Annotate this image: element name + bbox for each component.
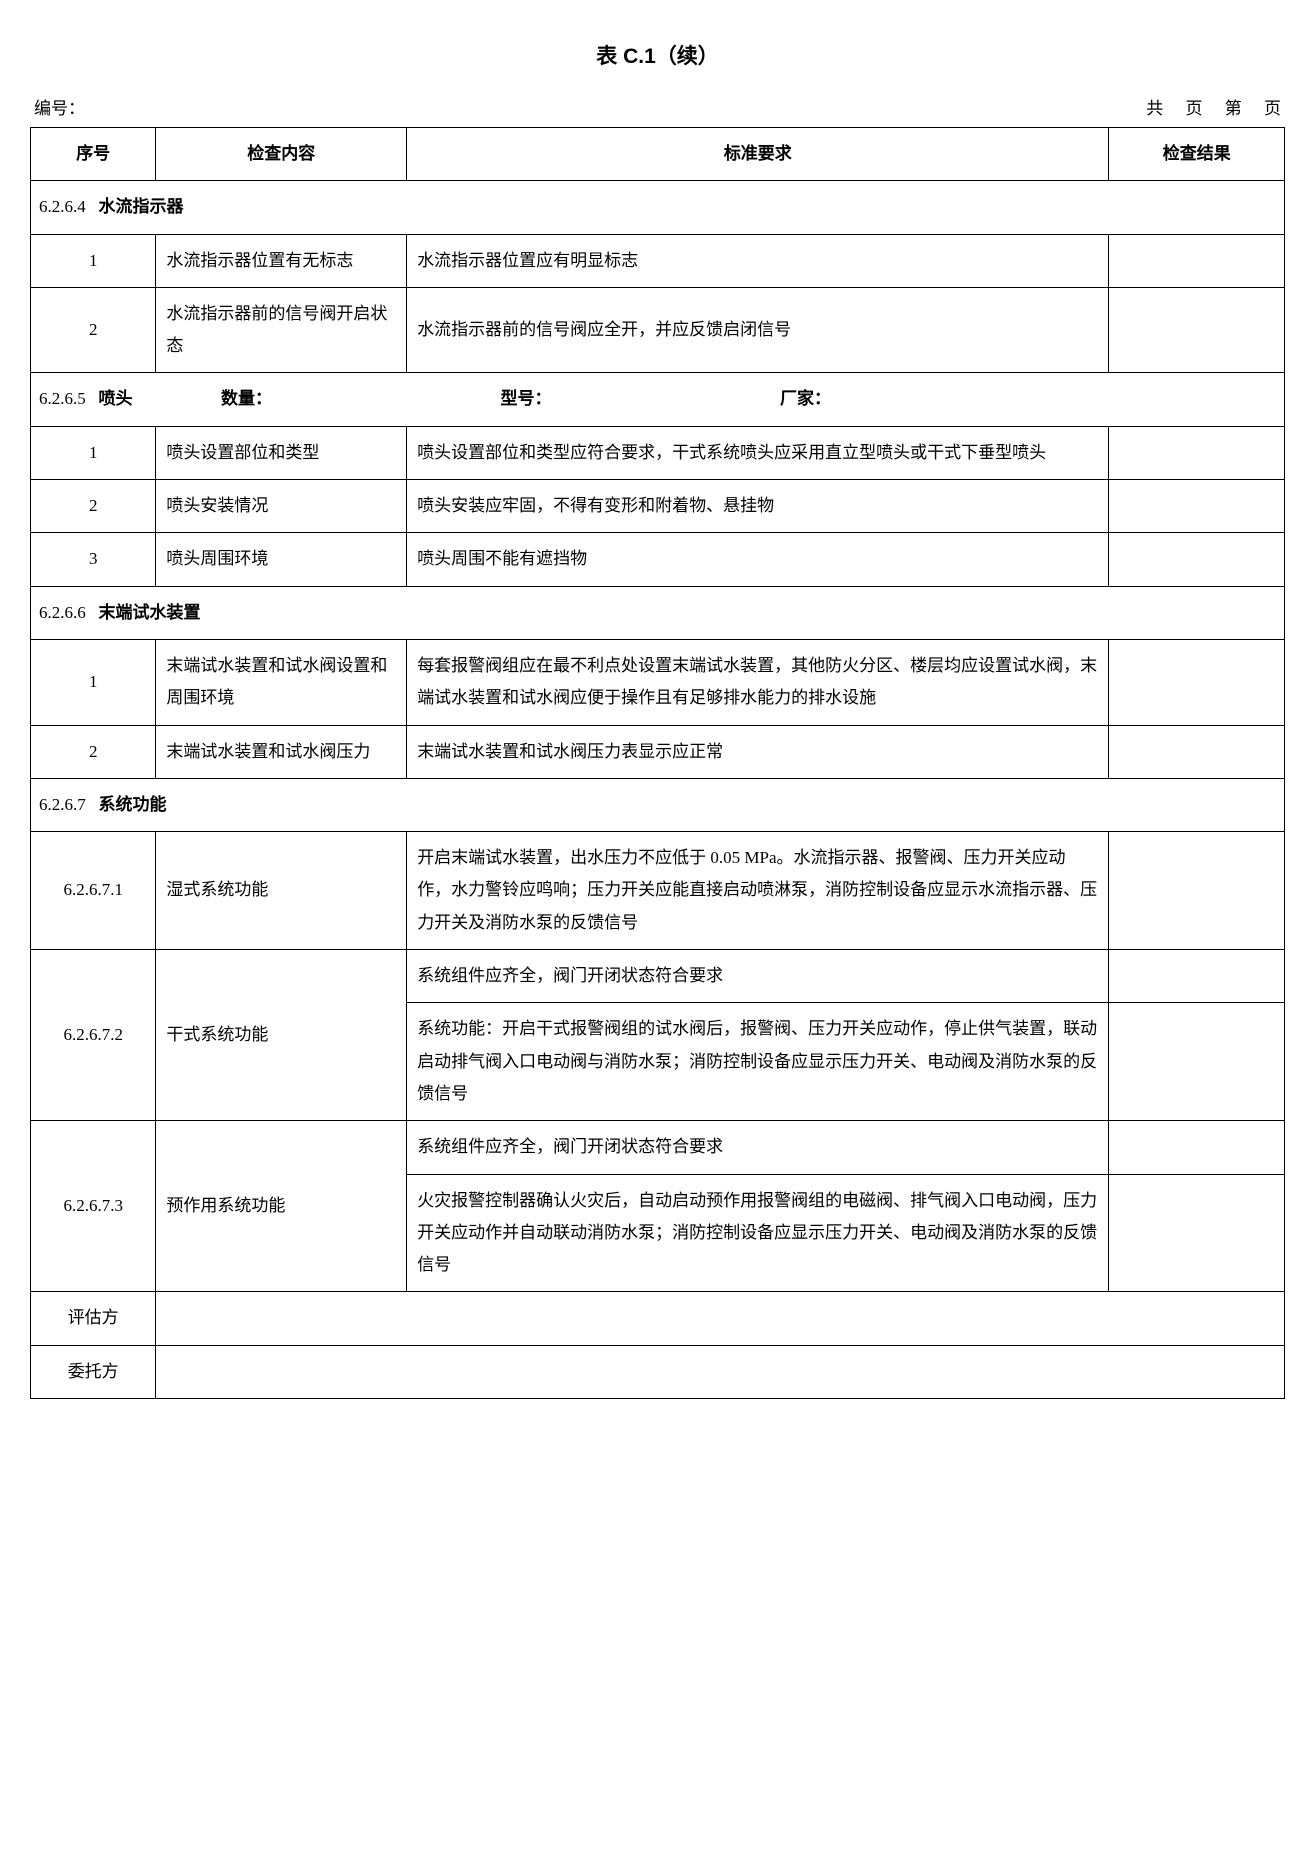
- row-result[interactable]: [1109, 426, 1285, 479]
- sec-code: 6.2.6.7: [39, 795, 86, 814]
- col-result: 检查结果: [1109, 128, 1285, 181]
- row-content: 水流指示器前的信号阀开启状态: [156, 287, 407, 373]
- table-row: 6.2.6.7.3 预作用系统功能 系统组件应齐全，阀门开闭状态符合要求: [31, 1121, 1285, 1174]
- sec-code: 6.2.6.4: [39, 197, 86, 216]
- table-row: 3 喷头周围环境 喷头周围不能有遮挡物: [31, 533, 1285, 586]
- row-req: 水流指示器位置应有明显标志: [407, 234, 1109, 287]
- row-content: 喷头设置部位和类型: [156, 426, 407, 479]
- table-row: 2 喷头安装情况 喷头安装应牢固，不得有变形和附着物、悬挂物: [31, 480, 1285, 533]
- di: 第: [1225, 99, 1242, 118]
- row-req: 每套报警阀组应在最不利点处设置末端试水装置，其他防火分区、楼层均应设置试水阀，末…: [407, 639, 1109, 725]
- footer-client-row: 委托方: [31, 1345, 1285, 1398]
- sec-code: 6.2.6.5: [39, 389, 86, 408]
- section-6267: 6.2.6.7 系统功能: [31, 778, 1285, 831]
- row-content: 水流指示器位置有无标志: [156, 234, 407, 287]
- row-content: 喷头周围环境: [156, 533, 407, 586]
- row-result[interactable]: [1109, 1121, 1285, 1174]
- ye1: 页: [1186, 99, 1203, 118]
- row-num: 2: [31, 480, 156, 533]
- row-content: 湿式系统功能: [156, 832, 407, 950]
- table-row: 1 水流指示器位置有无标志 水流指示器位置应有明显标志: [31, 234, 1285, 287]
- row-num: 6.2.6.7.2: [31, 950, 156, 1121]
- row-result[interactable]: [1109, 234, 1285, 287]
- table-row: 2 水流指示器前的信号阀开启状态 水流指示器前的信号阀应全开，并应反馈启闭信号: [31, 287, 1285, 373]
- sec-title: 系统功能: [99, 795, 167, 814]
- sec-title: 水流指示器: [99, 197, 184, 216]
- sec-title: 末端试水装置: [99, 603, 201, 622]
- table-row: 1 末端试水装置和试水阀设置和周围环境 每套报警阀组应在最不利点处设置末端试水装…: [31, 639, 1285, 725]
- row-content: 预作用系统功能: [156, 1121, 407, 1292]
- row-req: 喷头安装应牢固，不得有变形和附着物、悬挂物: [407, 480, 1109, 533]
- row-req: 末端试水装置和试水阀压力表显示应正常: [407, 725, 1109, 778]
- row-num: 2: [31, 287, 156, 373]
- row-result[interactable]: [1109, 950, 1285, 1003]
- table-row: 2 末端试水装置和试水阀压力 末端试水装置和试水阀压力表显示应正常: [31, 725, 1285, 778]
- row-num: 2: [31, 725, 156, 778]
- row-req: 系统组件应齐全，阀门开闭状态符合要求: [407, 1121, 1109, 1174]
- row-req: 系统组件应齐全，阀门开闭状态符合要求: [407, 950, 1109, 1003]
- section-6265: 6.2.6.5 喷头 数量： 型号： 厂家：: [31, 373, 1285, 426]
- header-row: 序号 检查内容 标准要求 检查结果: [31, 128, 1285, 181]
- sec-qty: 数量：: [221, 383, 272, 415]
- table-row: 1 喷头设置部位和类型 喷头设置部位和类型应符合要求，干式系统喷头应采用直立型喷…: [31, 426, 1285, 479]
- sec-maker: 厂家：: [780, 383, 831, 415]
- row-result[interactable]: [1109, 832, 1285, 950]
- eval-value[interactable]: [156, 1292, 1285, 1345]
- row-num: 6.2.6.7.3: [31, 1121, 156, 1292]
- section-6266: 6.2.6.6 末端试水装置: [31, 586, 1285, 639]
- row-req: 系统功能：开启干式报警阀组的试水阀后，报警阀、压力开关应动作，停止供气装置，联动…: [407, 1003, 1109, 1121]
- col-content: 检查内容: [156, 128, 407, 181]
- serial-label: 编号：: [34, 94, 85, 119]
- eval-label: 评估方: [31, 1292, 156, 1345]
- row-content: 末端试水装置和试水阀设置和周围环境: [156, 639, 407, 725]
- row-req: 喷头设置部位和类型应符合要求，干式系统喷头应采用直立型喷头或干式下垂型喷头: [407, 426, 1109, 479]
- row-content: 干式系统功能: [156, 950, 407, 1121]
- row-req: 开启末端试水装置，出水压力不应低于 0.05 MPa。水流指示器、报警阀、压力开…: [407, 832, 1109, 950]
- header-line: 编号： 共 页 第 页: [30, 94, 1285, 119]
- footer-eval-row: 评估方: [31, 1292, 1285, 1345]
- section-6264: 6.2.6.4 水流指示器: [31, 181, 1285, 234]
- client-label: 委托方: [31, 1345, 156, 1398]
- row-result[interactable]: [1109, 480, 1285, 533]
- row-result[interactable]: [1109, 1174, 1285, 1292]
- col-num: 序号: [31, 128, 156, 181]
- table-row: 6.2.6.7.1 湿式系统功能 开启末端试水装置，出水压力不应低于 0.05 …: [31, 832, 1285, 950]
- sec-title: 喷头: [99, 383, 133, 415]
- row-result[interactable]: [1109, 725, 1285, 778]
- row-result[interactable]: [1109, 1003, 1285, 1121]
- table-row: 6.2.6.7.2 干式系统功能 系统组件应齐全，阀门开闭状态符合要求: [31, 950, 1285, 1003]
- row-num: 1: [31, 639, 156, 725]
- inspection-table: 序号 检查内容 标准要求 检查结果 6.2.6.4 水流指示器 1 水流指示器位…: [30, 127, 1285, 1399]
- col-req: 标准要求: [407, 128, 1109, 181]
- row-result[interactable]: [1109, 533, 1285, 586]
- sec-code: 6.2.6.6: [39, 603, 86, 622]
- page-title: 表 C.1（续）: [30, 40, 1285, 70]
- sec-model: 型号：: [501, 383, 552, 415]
- row-result[interactable]: [1109, 287, 1285, 373]
- ye2: 页: [1264, 99, 1281, 118]
- row-req: 火灾报警控制器确认火灾后，自动启动预作用报警阀组的电磁阀、排气阀入口电动阀，压力…: [407, 1174, 1109, 1292]
- page-count: 共 页 第 页: [1128, 94, 1281, 119]
- row-result[interactable]: [1109, 639, 1285, 725]
- row-content: 喷头安装情况: [156, 480, 407, 533]
- row-num: 1: [31, 234, 156, 287]
- row-num: 3: [31, 533, 156, 586]
- row-num: 1: [31, 426, 156, 479]
- row-num: 6.2.6.7.1: [31, 832, 156, 950]
- client-value[interactable]: [156, 1345, 1285, 1398]
- gong: 共: [1146, 99, 1163, 118]
- row-content: 末端试水装置和试水阀压力: [156, 725, 407, 778]
- row-req: 水流指示器前的信号阀应全开，并应反馈启闭信号: [407, 287, 1109, 373]
- row-req: 喷头周围不能有遮挡物: [407, 533, 1109, 586]
